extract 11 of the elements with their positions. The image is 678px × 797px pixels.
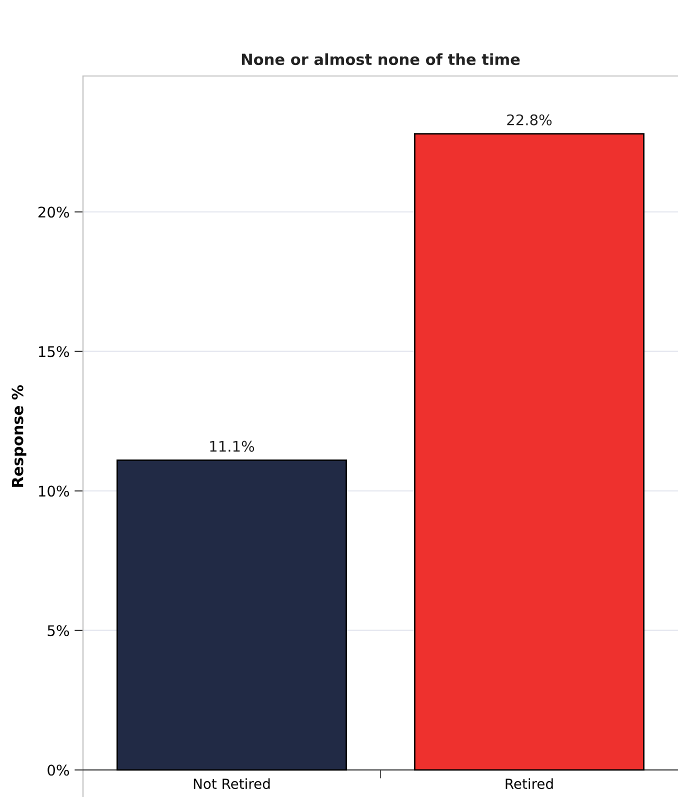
y-tick-label: 15% bbox=[38, 346, 69, 358]
x-tick-label: Retired bbox=[506, 778, 553, 790]
y-tick-label: 20% bbox=[38, 206, 69, 218]
y-tick-label: 5% bbox=[48, 625, 69, 636]
data-label: 22.8% bbox=[507, 114, 552, 126]
x-tick-label: Not Retired bbox=[194, 778, 270, 790]
y-tick-label: 10% bbox=[38, 486, 69, 497]
data-label: 11.1% bbox=[210, 440, 254, 452]
y-axis-title: Response % bbox=[12, 385, 26, 487]
y-tick-label: 0% bbox=[48, 764, 69, 776]
chart-title: None or almost none of the time bbox=[242, 53, 520, 66]
